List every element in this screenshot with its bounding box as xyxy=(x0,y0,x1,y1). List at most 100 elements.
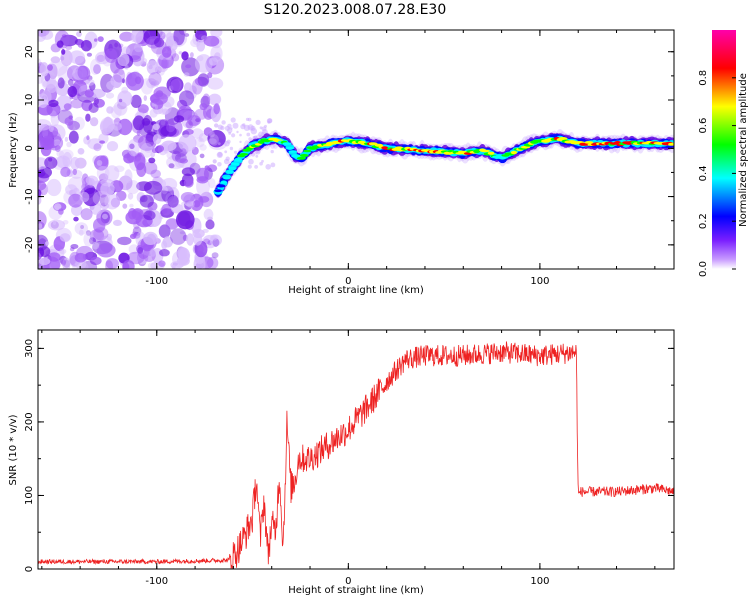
noise-blob xyxy=(186,233,194,246)
noise-blob xyxy=(181,167,195,177)
noise-blob xyxy=(171,53,180,62)
noise-blob xyxy=(59,233,71,242)
noise-blob xyxy=(224,150,228,154)
noise-blob xyxy=(248,137,252,141)
y-tick-label: 300 xyxy=(24,339,35,358)
noise-blob xyxy=(100,182,115,196)
noise-blob xyxy=(76,31,82,37)
noise-blob xyxy=(223,158,230,165)
ridge-core xyxy=(501,154,510,157)
noise-blob xyxy=(212,159,217,164)
noise-blob xyxy=(254,165,258,169)
noise-blob xyxy=(234,150,238,154)
noise-blob xyxy=(270,162,276,168)
noise-blob xyxy=(106,106,114,114)
ridge-core xyxy=(226,170,234,174)
noise-blob xyxy=(133,43,144,53)
noise-blob xyxy=(251,152,256,157)
noise-blob xyxy=(86,79,95,86)
noise-blob xyxy=(100,178,114,187)
noise-blob xyxy=(117,118,133,136)
noise-blob xyxy=(208,93,222,106)
noise-blob xyxy=(96,243,116,258)
noise-blob xyxy=(133,115,145,131)
noise-blob xyxy=(80,208,93,221)
noise-blob xyxy=(121,78,125,84)
ridge-core xyxy=(282,142,292,145)
noise-blob xyxy=(183,178,194,188)
noise-blob xyxy=(38,169,46,177)
colorbar-gradient xyxy=(712,30,736,269)
noise-blob xyxy=(56,40,64,48)
noise-blob xyxy=(207,77,224,90)
noise-blob xyxy=(180,192,196,203)
noise-blob xyxy=(47,64,53,71)
noise-blob xyxy=(38,180,47,191)
noise-blob xyxy=(133,221,140,230)
noise-blob xyxy=(239,140,242,144)
signal-ridge xyxy=(213,129,674,199)
noise-blob xyxy=(152,134,162,145)
noise-blob xyxy=(131,231,138,238)
colorbar-tick-label: 0.8 xyxy=(698,70,709,86)
noise-blob xyxy=(193,232,203,246)
noise-blob xyxy=(265,164,272,170)
ridge-core xyxy=(487,151,495,155)
noise-blob xyxy=(142,58,148,64)
snr-y-label: SNR (10 * v/v) xyxy=(8,414,19,485)
noise-blob xyxy=(221,120,226,125)
noise-blob xyxy=(40,136,55,150)
noise-blob xyxy=(193,200,201,208)
noise-blob xyxy=(161,203,172,216)
noise-blob xyxy=(54,203,62,211)
colorbar-tick-label: 0.0 xyxy=(698,261,709,277)
noise-blob xyxy=(106,141,119,152)
colorbar-label: Normalized spectral amplitude xyxy=(738,73,749,227)
snr-panel: -100 0 100 0 100 200 300 Height of straight l… xyxy=(8,329,675,596)
noise-blob xyxy=(124,169,133,184)
noise-blob xyxy=(96,160,103,166)
noise-blob xyxy=(159,249,170,257)
noise-blob xyxy=(184,82,193,93)
noise-blob xyxy=(207,72,213,79)
noise-blob xyxy=(203,208,214,221)
noise-blob xyxy=(38,74,44,84)
noise-blob xyxy=(119,31,134,42)
noise-blob xyxy=(210,45,223,62)
noise-blob xyxy=(183,72,190,77)
ridge-core xyxy=(223,176,231,180)
noise-blob xyxy=(60,259,67,266)
noise-blob xyxy=(93,218,106,233)
y-tick-label: -20 xyxy=(24,237,35,253)
noise-blob xyxy=(208,178,216,189)
noise-blob xyxy=(162,108,169,115)
noise-blob xyxy=(159,32,166,36)
ridge-core xyxy=(299,154,309,157)
noise-blob xyxy=(56,155,71,169)
noise-blob xyxy=(150,92,168,105)
noise-blob xyxy=(170,228,187,245)
noise-blob xyxy=(146,60,159,75)
noise-blob xyxy=(137,134,157,151)
noise-blob xyxy=(162,236,173,248)
noise-blob xyxy=(155,104,158,110)
noise-blob xyxy=(121,86,129,94)
noise-blob xyxy=(54,145,61,152)
noise-blob xyxy=(152,123,160,131)
noise-blob xyxy=(97,36,104,42)
noise-blob xyxy=(126,180,140,195)
snr-frame xyxy=(37,329,675,570)
noise-blob xyxy=(113,68,126,83)
noise-blob xyxy=(72,168,78,176)
noise-blob xyxy=(100,117,116,132)
noise-blob xyxy=(184,128,194,135)
noise-blob xyxy=(137,247,144,254)
noise-blob xyxy=(38,58,42,67)
noise-blob xyxy=(60,56,65,61)
ridge-core xyxy=(216,184,226,188)
ridge-core xyxy=(214,189,223,193)
noise-blob xyxy=(46,78,58,93)
spectrogram-y-label: Frequency (Hz) xyxy=(8,112,19,188)
noise-blob xyxy=(77,65,89,80)
noise-blob xyxy=(92,190,111,207)
